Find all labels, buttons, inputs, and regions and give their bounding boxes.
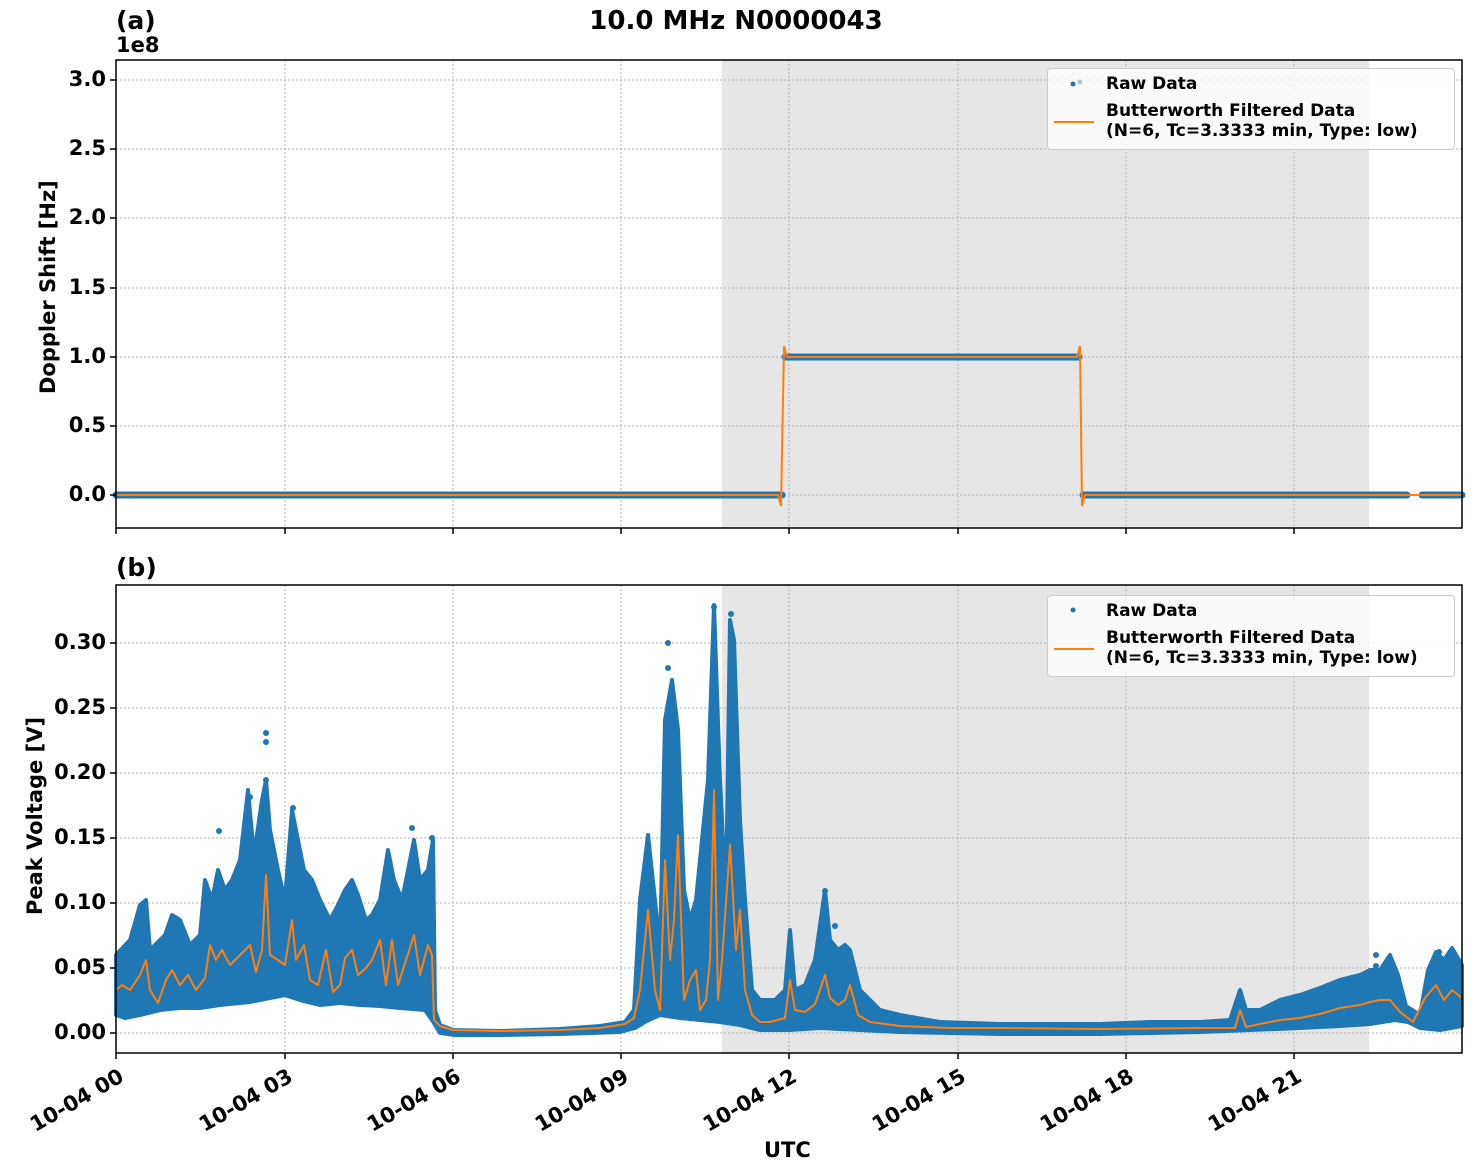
panel-a-ytick: 2.5	[68, 136, 106, 160]
x-axis-label: UTC	[764, 1138, 811, 1162]
panel-a-ytick: 0.5	[68, 413, 106, 437]
panel-b-ytick: 0.00	[54, 1020, 106, 1044]
legend-raw-label: Raw Data	[1106, 601, 1198, 621]
panel-a-offset-text: 1e8	[116, 33, 160, 57]
panel-b-ytick: 0.20	[54, 760, 106, 784]
legend-filtered-params: (N=6, Tc=3.3333 min, Type: low)	[1106, 121, 1418, 141]
raw-data-marker-icon	[1070, 607, 1076, 613]
figure-title: 10.0 MHz N0000043	[589, 6, 883, 36]
raw-data-marker-icon	[1070, 81, 1076, 87]
panel-a-ytick: 1.0	[68, 344, 106, 368]
panel-a-ytick: 0.0	[68, 482, 106, 506]
panel-a-legend: Raw Data Butterworth Filtered Data (N=6,…	[1047, 68, 1455, 150]
panel-b-ytick: 0.10	[54, 890, 106, 914]
legend-filtered-label: Butterworth Filtered Data	[1106, 628, 1356, 648]
panel-a-label: (a)	[116, 6, 156, 35]
legend-filtered-label: Butterworth Filtered Data	[1106, 101, 1356, 121]
panel-b-ytick: 0.25	[54, 695, 106, 719]
panel-b-label: (b)	[116, 553, 157, 582]
legend-raw-label: Raw Data	[1106, 74, 1198, 94]
panel-b-ytick: 0.30	[54, 630, 106, 654]
panel-b-legend: Raw Data Butterworth Filtered Data (N=6,…	[1047, 595, 1455, 677]
panel-b-ytick: 0.15	[54, 825, 106, 849]
panel-a-ytick: 3.0	[68, 67, 106, 91]
panel-a-ytick: 2.0	[68, 205, 106, 229]
panel-b-ytick: 0.05	[54, 955, 106, 979]
panel-a-ytick: 1.5	[68, 275, 106, 299]
legend-filtered-params: (N=6, Tc=3.3333 min, Type: low)	[1106, 648, 1418, 668]
